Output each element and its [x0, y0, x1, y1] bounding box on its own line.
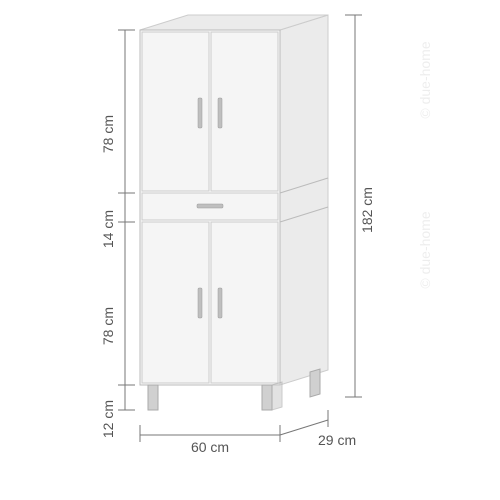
cabinet-leg — [148, 385, 158, 410]
handle-icon — [218, 98, 222, 128]
cabinet-leg — [262, 385, 272, 410]
dim-drawer: 14 cm — [100, 210, 116, 248]
handle-icon — [198, 288, 202, 318]
dimension-diagram: 78 cm 14 cm 78 cm 12 cm 182 cm 60 cm 29 … — [0, 0, 500, 500]
watermark: © due-home — [417, 41, 433, 118]
dim-width: 60 cm — [191, 439, 229, 455]
handle-icon — [197, 204, 223, 208]
dim-total-height: 182 cm — [359, 187, 375, 233]
handle-icon — [218, 288, 222, 318]
cabinet-leg — [310, 369, 320, 397]
dim-bottom-section: 78 cm — [100, 307, 116, 345]
watermark: © due-home — [417, 211, 433, 288]
dim-depth: 29 cm — [318, 432, 356, 448]
handle-icon — [198, 98, 202, 128]
dim-top-section: 78 cm — [100, 115, 116, 153]
cabinet-leg — [272, 382, 282, 410]
left-dimension-lines — [118, 30, 135, 410]
dim-legs: 12 cm — [100, 400, 116, 438]
cabinet-side-panel — [280, 15, 328, 385]
